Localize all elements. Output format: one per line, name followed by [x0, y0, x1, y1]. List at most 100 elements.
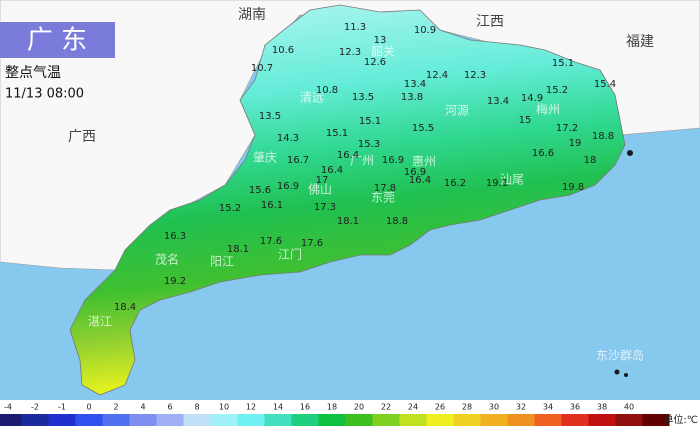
temperature-label: 18.8 — [386, 216, 408, 227]
temperature-label: 13.4 — [487, 96, 509, 107]
place-label: 广州 — [350, 154, 374, 168]
legend-unit: 单位:℃ — [663, 413, 698, 426]
legend-tick-label: 28 — [462, 403, 472, 412]
temperature-label: 16.3 — [164, 231, 186, 242]
temperature-label: 15.2 — [219, 203, 241, 214]
temperature-label: 12.4 — [426, 70, 448, 81]
legend-tick-label: 36 — [570, 403, 580, 412]
temperature-label: 10.8 — [316, 85, 338, 96]
legend-tick-label: 16 — [300, 403, 310, 412]
legend-tick-label: 22 — [381, 403, 391, 412]
temperature-label: 14.9 — [521, 93, 543, 104]
temperature-label: 13 — [374, 35, 387, 46]
temperature-label: 16.6 — [532, 148, 554, 159]
title-box — [0, 22, 115, 58]
temperature-label: 17.6 — [301, 238, 323, 249]
temperature-label: 19 — [569, 138, 582, 149]
legend-tick-label: -2 — [31, 403, 39, 412]
legend-tick-label: 30 — [489, 403, 499, 412]
legend-tick-label: 0 — [86, 403, 91, 412]
legend-tick-label: 32 — [516, 403, 526, 412]
legend-tick-label: 24 — [408, 403, 418, 412]
temperature-label: 16.4 — [409, 175, 431, 186]
temperature-label: 16.9 — [382, 155, 404, 166]
temperature-label: 12.3 — [464, 70, 486, 81]
place-label: 清远 — [300, 91, 324, 105]
temperature-label: 15.3 — [358, 139, 380, 150]
temperature-label: 15.4 — [594, 79, 616, 90]
time: 11/13 08:00 — [5, 87, 84, 102]
temperature-label: 18 — [584, 155, 597, 166]
temperature-label: 17.3 — [314, 202, 336, 213]
legend-swatch — [345, 414, 373, 426]
place-label: 阳江 — [210, 255, 234, 269]
place-label: 梅州 — [536, 102, 560, 117]
islands — [614, 150, 633, 377]
temperature-label: 15.1 — [552, 58, 574, 69]
temperature-label: 17.6 — [260, 236, 282, 247]
temperature-label: 19.2 — [164, 276, 186, 287]
place-label: 河源 — [445, 104, 469, 118]
legend-tick-label: 10 — [219, 403, 229, 412]
legend-swatch — [615, 414, 643, 426]
place-label: 佛山 — [308, 183, 332, 197]
legend-tick-label: 4 — [140, 403, 145, 412]
place-label: 广西 — [68, 129, 96, 145]
temperature-label: 19.8 — [562, 182, 584, 193]
temperature-label: 18.1 — [337, 216, 359, 227]
place-label: 湖南 — [238, 7, 266, 23]
legend-swatch — [399, 414, 427, 426]
temperature-label: 15.6 — [249, 185, 271, 196]
temperature-label: 18.8 — [592, 131, 614, 142]
guangdong-temperature — [69, 4, 626, 396]
temperature-label: 16.1 — [261, 200, 283, 211]
temperature-label: 16.2 — [444, 178, 466, 189]
legend-swatch — [318, 414, 346, 426]
temperature-label: 13.5 — [352, 92, 374, 103]
temperature-label: 13.8 — [401, 92, 423, 103]
legend-swatch — [534, 414, 562, 426]
temperature-label: 18.1 — [227, 244, 249, 255]
legend-swatch — [588, 414, 616, 426]
legend-swatch — [21, 414, 49, 426]
temperature-label: 13.4 — [404, 79, 426, 90]
legend-swatch — [48, 414, 76, 426]
temperature-label: 16.4 — [337, 150, 359, 161]
place-label: 东莞 — [371, 191, 395, 205]
legend-swatch — [480, 414, 508, 426]
legend-tick-label: 18 — [327, 403, 337, 412]
temperature-label: 17.8 — [374, 183, 396, 194]
legend-swatch — [291, 414, 319, 426]
place-label: 江门 — [278, 247, 302, 262]
temperature-label: 15.1 — [359, 116, 381, 127]
legend-tick-label: 14 — [273, 403, 283, 412]
temperature-label: 11.3 — [344, 22, 366, 33]
legend-swatch — [102, 414, 130, 426]
legend-tick-label: 38 — [597, 403, 607, 412]
legend-tick-label: 12 — [246, 403, 256, 412]
legend-swatch — [237, 414, 265, 426]
place-label: 韶关 — [371, 44, 395, 59]
temperature-label: 15 — [519, 115, 532, 126]
temperature-label: 18.4 — [114, 302, 136, 313]
legend-tick-label: 20 — [354, 403, 364, 412]
legend-tick-label: 34 — [543, 403, 553, 412]
place-label: 茂名 — [155, 252, 179, 267]
temperature-label: 16.9 — [404, 167, 426, 178]
legend-tick-label: 40 — [624, 403, 634, 412]
legend-tick-label: -1 — [58, 403, 66, 412]
place-label: 湛江 — [88, 315, 112, 329]
legend-swatch — [129, 414, 157, 426]
temperature-label: 10.7 — [251, 63, 273, 74]
legend-tick-label: -4 — [4, 403, 12, 412]
legend-swatch — [561, 414, 589, 426]
legend-swatch — [507, 414, 535, 426]
temperature-label: 14.3 — [277, 133, 299, 144]
temperature-label: 10.9 — [414, 25, 436, 36]
title: 广 东 — [27, 26, 87, 56]
temperature-label: 15.5 — [412, 123, 434, 134]
legend-swatch — [75, 414, 103, 426]
legend-tick-label: 2 — [113, 403, 118, 412]
temperature-label: 17.2 — [556, 123, 578, 134]
temperature-label: 17 — [316, 175, 329, 186]
